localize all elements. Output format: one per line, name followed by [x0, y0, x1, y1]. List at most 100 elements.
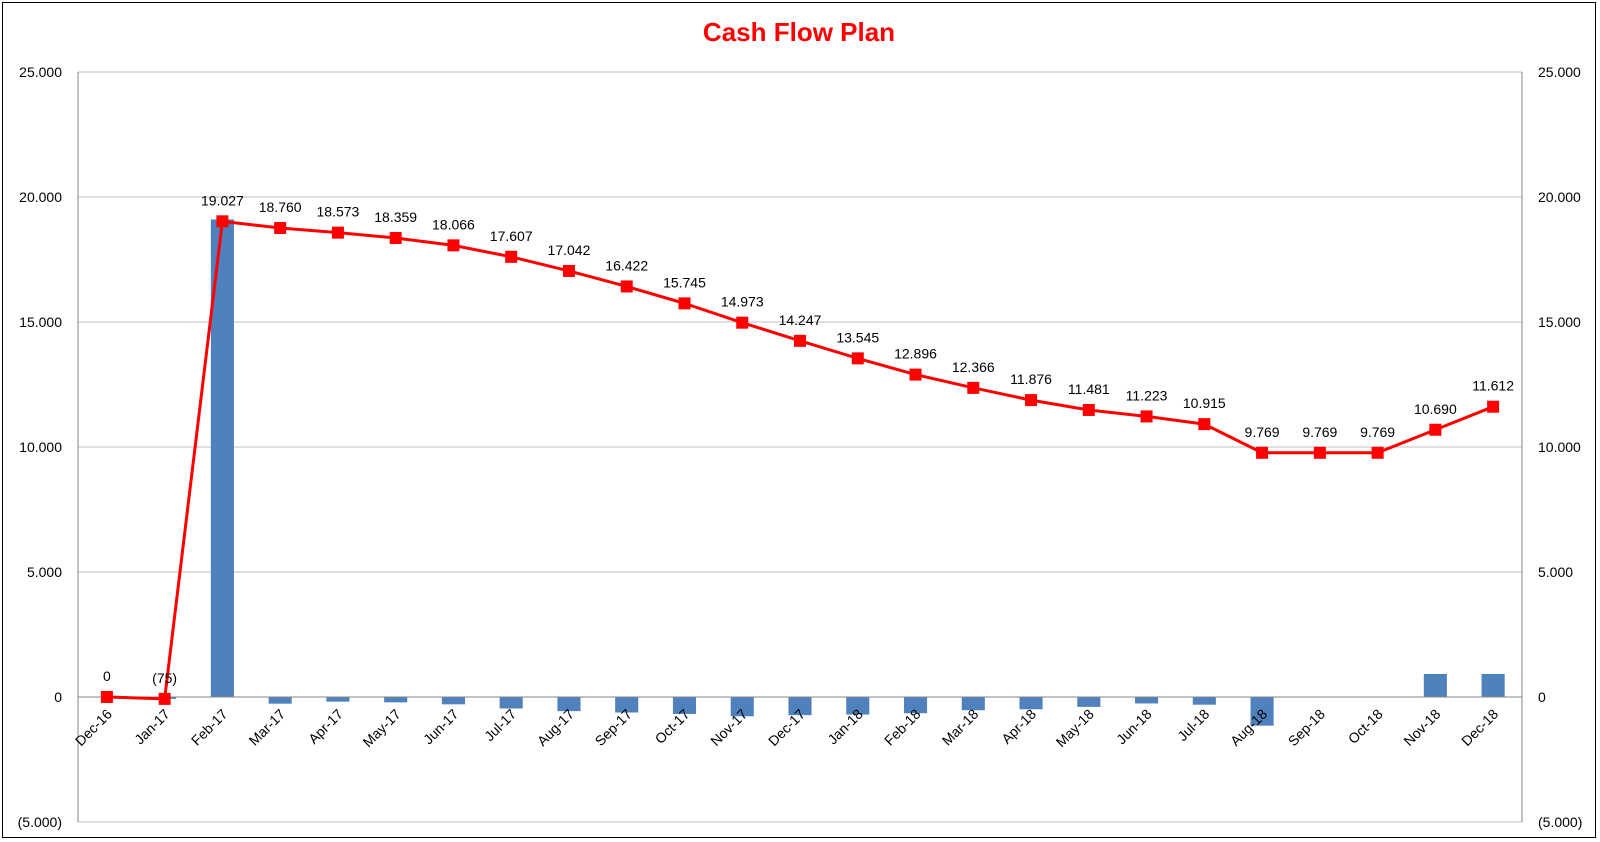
data-label: 18.573 [317, 204, 360, 220]
x-tick-label: Mar-18 [939, 706, 982, 749]
x-tick-label: Jul-17 [481, 706, 519, 744]
x-tick-label: Aug-17 [534, 706, 577, 749]
line-point-marker [967, 381, 980, 394]
y-tick-label-right: 5.000 [1538, 564, 1573, 580]
x-tick-label: Aug-18 [1227, 706, 1270, 749]
data-label: 14.973 [721, 294, 764, 310]
bar [268, 697, 292, 704]
line-point-marker [1313, 446, 1326, 459]
x-tick-label: Dec-17 [765, 706, 808, 749]
data-label: 11.612 [1472, 378, 1514, 394]
data-label: 10.690 [1414, 401, 1457, 417]
y-tick-label-left: 20.000 [19, 189, 62, 205]
line-point-marker [909, 368, 922, 381]
bar [1019, 697, 1043, 710]
bar [557, 697, 581, 712]
x-tick-label: Jul-18 [1174, 706, 1212, 744]
line-point-marker [1429, 423, 1442, 436]
x-tick-label: Feb-18 [881, 706, 924, 749]
data-label: 17.607 [490, 228, 533, 244]
line-point-marker [331, 226, 344, 239]
bar [1250, 697, 1274, 726]
data-label: 17.042 [548, 242, 591, 258]
data-label: 9.769 [1245, 424, 1280, 440]
y-tick-label-right: 0 [1538, 689, 1546, 705]
x-tick-label: May-17 [359, 706, 403, 750]
line-point-marker [216, 215, 229, 228]
x-tick-label: Oct-17 [652, 706, 693, 747]
cash-balance-line [106, 219, 1494, 701]
line-point-marker [620, 280, 633, 293]
data-label: 16.422 [605, 257, 648, 273]
y-tick-label-right: 20.000 [1538, 189, 1581, 205]
line-point-marker [1256, 446, 1269, 459]
x-tick-label: Apr-17 [305, 706, 346, 747]
x-tick-label: May-18 [1053, 706, 1097, 750]
line-point-marker [447, 239, 460, 252]
x-tick-label: Jun-18 [1113, 706, 1155, 748]
bar [1077, 697, 1101, 707]
bar [903, 697, 928, 714]
bar [1135, 697, 1159, 704]
line-point-marker [1082, 403, 1095, 416]
data-label: 9.769 [1360, 424, 1395, 440]
x-tick-label: Nov-17 [707, 706, 750, 749]
bar [1481, 673, 1505, 697]
data-label: 15.745 [663, 274, 706, 290]
data-label: 11.481 [1068, 381, 1110, 397]
data-label: 18.359 [374, 209, 417, 225]
x-tick-label: Feb-17 [188, 706, 231, 749]
line-point-marker [678, 297, 691, 310]
x-tick-label: Oct-18 [1345, 706, 1386, 747]
bar [441, 697, 465, 705]
line-point-marker [100, 691, 113, 703]
y-tick-label-right: 15.000 [1538, 314, 1581, 330]
bar [615, 697, 639, 713]
x-tick-label: Apr-18 [998, 706, 1039, 747]
line-point-marker [794, 334, 806, 347]
x-tick-label: Jan-18 [824, 706, 866, 748]
y-tick-label-left: 25.000 [19, 64, 62, 80]
line-point-marker [1198, 418, 1211, 431]
x-tick-label: Nov-18 [1400, 706, 1443, 749]
bar [788, 697, 812, 716]
line-point-marker [851, 352, 864, 365]
data-label: (75) [152, 670, 177, 686]
y-tick-label-left: 5.000 [27, 564, 62, 580]
bar [730, 697, 754, 717]
x-tick-label: Mar-17 [246, 706, 289, 749]
line-point-marker [562, 264, 575, 277]
data-label: 9.769 [1302, 424, 1337, 440]
data-label: 12.366 [952, 359, 995, 375]
y-tick-label-left: 0 [54, 689, 62, 705]
y-tick-label-right: (5.000) [1538, 814, 1582, 830]
y-tick-label-right: 25.000 [1538, 64, 1581, 80]
x-tick-label: Dec-18 [1458, 706, 1501, 749]
line-point-marker [505, 250, 518, 263]
data-label: 13.545 [836, 329, 879, 345]
data-label: 10.915 [1183, 395, 1226, 411]
data-label: 0 [103, 668, 111, 684]
bar [846, 697, 870, 715]
bar [210, 219, 234, 697]
line-point-marker [389, 232, 402, 245]
y-tick-label-left: 15.000 [19, 314, 62, 330]
x-tick-label: Jan-17 [131, 706, 173, 748]
line-point-marker [1487, 400, 1500, 413]
bar [499, 697, 523, 709]
bar [961, 697, 985, 711]
y-tick-label-left: (5.000) [18, 814, 62, 830]
data-label: 12.896 [894, 346, 937, 362]
data-label: 18.066 [432, 216, 475, 232]
line-point-marker [736, 316, 749, 329]
data-label: 11.876 [1010, 371, 1052, 387]
chart-title: Cash Flow Plan [702, 17, 896, 47]
bar [326, 697, 350, 702]
y-tick-label-right: 10.000 [1538, 439, 1581, 455]
line-point-marker [1371, 446, 1384, 459]
line-point-marker [158, 692, 171, 705]
y-tick-label-left: 10.000 [19, 439, 62, 455]
data-label: 18.760 [259, 199, 302, 215]
line-point-marker [274, 222, 287, 234]
bar [384, 697, 408, 703]
